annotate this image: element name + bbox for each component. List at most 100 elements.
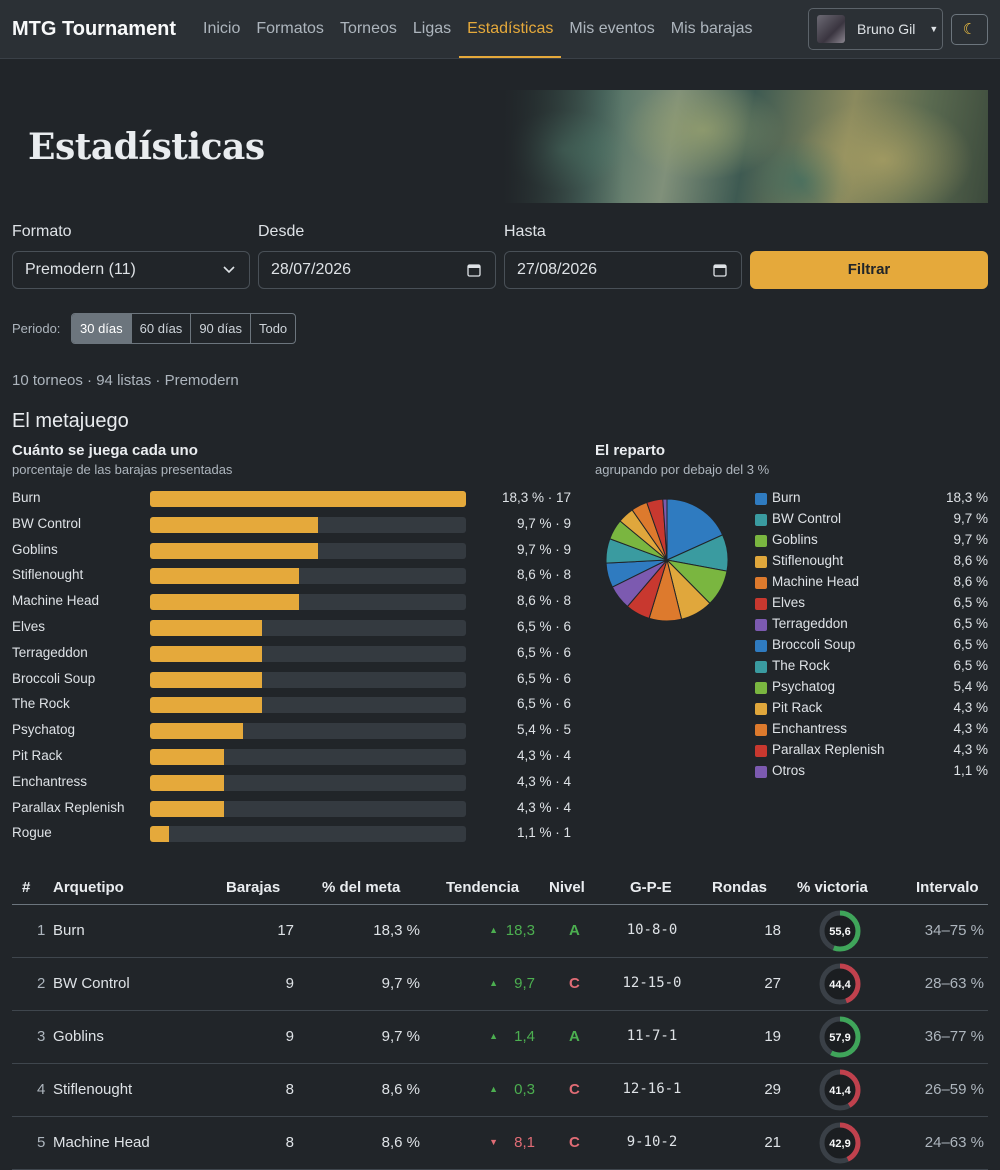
from-label: Desde (258, 223, 305, 240)
page-title: Estadísticas (28, 126, 265, 168)
bar (150, 723, 244, 740)
bar-label: Terrageddon (12, 644, 88, 660)
bar-row: Enchantress 4,3 % · 4 (12, 773, 578, 793)
meta-cell: 9,7 % (381, 1028, 420, 1045)
col-header-rounds[interactable]: Rondas (712, 879, 768, 896)
col-header-meta[interactable]: % del meta (322, 879, 401, 896)
nav-link-mis-eventos[interactable]: Mis eventos (569, 20, 655, 37)
legend-value: 6,5 % (953, 616, 988, 631)
period-button-group: 30 días 60 días 90 días Todo (71, 313, 297, 344)
rounds-cell: 19 (764, 1028, 781, 1045)
period-30-button[interactable]: 30 días (72, 314, 131, 343)
bar-track (150, 568, 466, 585)
col-header-trend[interactable]: Tendencia (446, 879, 520, 896)
trend-up-icon: ▲ (489, 1084, 498, 1094)
col-header-winrate[interactable]: % victoria (797, 879, 868, 896)
meta-cell: 18,3 % (373, 922, 420, 939)
format-label: Formato (12, 223, 72, 240)
from-date-input[interactable]: 28/07/2026 (258, 251, 496, 289)
brand-logo[interactable]: MTG Tournament (12, 18, 177, 40)
winrate-ring-fill (819, 910, 861, 952)
col-header-tier[interactable]: Nivel (549, 879, 585, 896)
table-row[interactable]: 5 Machine Head 8 8,6 % ▼ 8,1 C 9-10-2 21 42,9 24–6… (12, 1117, 988, 1170)
period-all-button[interactable]: Todo (249, 314, 295, 343)
col-header-archetype[interactable]: Arquetipo (53, 879, 124, 896)
bar-track (150, 697, 466, 714)
summary-text: 10 torneos · 94 listas · Premodern (12, 372, 239, 389)
nav-link-estadisticas[interactable]: Estadísticas (459, 0, 562, 58)
trend-cell: 9,7 (514, 975, 535, 992)
bar-value-label: 6,5 % · 6 (516, 670, 571, 686)
legend-value: 8,6 % (953, 553, 988, 568)
moon-icon: ☾ (962, 21, 977, 38)
bar (150, 800, 225, 817)
col-header-rank[interactable]: # (22, 879, 31, 896)
bar-label: Elves (12, 619, 46, 634)
bar-track (150, 516, 466, 533)
legend-item: Goblins 9,7 % (755, 532, 988, 550)
archetype-name: Burn (53, 922, 85, 939)
col-header-gpe[interactable]: G-P-E (630, 879, 672, 896)
legend-item: Stiflenought 8,6 % (755, 553, 988, 571)
bar-label: BW Control (12, 515, 82, 531)
caret-down-icon: ▼ (929, 24, 939, 34)
calendar-icon[interactable] (467, 263, 481, 280)
archetype-name: Goblins (53, 1028, 104, 1045)
rank-cell: 1 (37, 922, 46, 939)
interval-cell: 34–75 % (924, 922, 984, 939)
legend-label: Stiflenought (772, 553, 844, 568)
meta-cell: 9,7 % (381, 975, 420, 992)
bar-track (150, 491, 466, 507)
tier-badge: C (569, 1081, 580, 1098)
period-60-button[interactable]: 60 días (130, 314, 191, 343)
col-header-decks[interactable]: Barajas (226, 879, 281, 896)
nav-link-ligas[interactable]: Ligas (412, 20, 452, 37)
decks-cell: 9 (285, 1028, 294, 1045)
legend-swatch (755, 493, 767, 505)
meta-cell: 8,6 % (381, 1134, 420, 1151)
bar-row: Machine Head 8,6 % · 8 (12, 592, 578, 612)
calendar-icon[interactable] (713, 263, 727, 280)
chevron-down-icon (223, 263, 235, 277)
bar-label: Burn (12, 490, 41, 505)
legend-value: 6,5 % (953, 595, 988, 610)
winrate-ring-fill (819, 1122, 861, 1164)
col-header-interval[interactable]: Intervalo (916, 879, 979, 896)
format-select[interactable]: Premodern (11) (12, 251, 250, 289)
archetype-name: Machine Head (53, 1134, 150, 1151)
table-row[interactable]: 3 Goblins 9 9,7 % ▲ 1,4 A 11-7-1 19 57,9 36–77 % (12, 1011, 988, 1064)
user-menu-button[interactable]: Bruno Gil ▼ (808, 8, 943, 50)
nav-link-mis-barajas[interactable]: Mis barajas (670, 20, 753, 37)
bar-track (150, 542, 466, 559)
theme-toggle-button[interactable]: ☾ (951, 14, 988, 45)
to-date-value: 27/08/2026 (517, 261, 598, 278)
bar (150, 620, 263, 636)
to-date-input[interactable]: 27/08/2026 (504, 251, 742, 289)
winrate-ring: 57,9 (819, 1016, 861, 1058)
winrate-ring-fill (819, 1016, 861, 1058)
filter-button[interactable]: Filtrar (750, 251, 988, 289)
nav-link-torneos[interactable]: Torneos (339, 20, 397, 37)
bar-value-label: 6,5 % · 6 (516, 644, 571, 660)
legend-label: Psychatog (772, 679, 836, 694)
period-90-button[interactable]: 90 días (190, 314, 250, 343)
winrate-value: 44,4 (829, 979, 851, 991)
legend-item: Psychatog 5,4 % (755, 679, 988, 697)
trend-cell: 1,4 (514, 1028, 535, 1045)
table-row[interactable]: 4 Stiflenought 8 8,6 % ▲ 0,3 C 12-16-1 29 41,4 26–… (12, 1064, 988, 1117)
bar-row: Pit Rack 4,3 % · 4 (12, 747, 578, 767)
winrate-ring: 44,4 (819, 963, 861, 1005)
rounds-cell: 18 (764, 922, 781, 939)
table-row[interactable]: 1 Burn 17 18,3 % ▲ 18,3 A 10-8-0 18 55,6 34–75 % (12, 905, 988, 958)
bar-row: Burn 18,3 % · 17 (12, 489, 578, 509)
legend-value: 6,5 % (953, 637, 988, 652)
trend-up-icon: ▲ (489, 978, 498, 988)
table-row[interactable]: 2 BW Control 9 9,7 % ▲ 9,7 C 12-15-0 27 44,4 28–63… (12, 958, 988, 1011)
user-name: Bruno Gil (857, 21, 916, 37)
nav-link-formatos[interactable]: Formatos (256, 20, 324, 37)
legend-item: BW Control 9,7 % (755, 511, 988, 529)
bar-track (150, 800, 466, 817)
bar-label: Stiflenought (12, 567, 84, 583)
nav-link-inicio[interactable]: Inicio (203, 20, 241, 37)
bar-row: Psychatog 5,4 % · 5 (12, 721, 578, 741)
